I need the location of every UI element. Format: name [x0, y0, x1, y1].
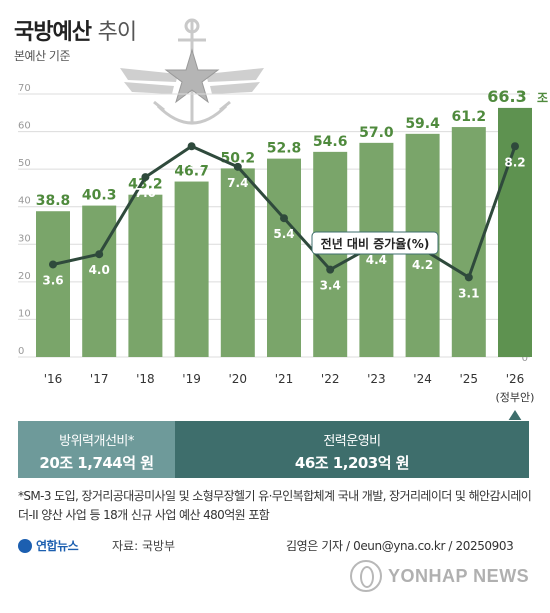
- y-tick-label: 50: [18, 158, 31, 169]
- growth-rate-point: [49, 260, 57, 269]
- growth-rate-point: [95, 250, 104, 259]
- growth-rate-label: 3.1: [458, 286, 479, 300]
- growth-rate-label: 3.4: [320, 279, 341, 293]
- x-tick-note: (정부안): [496, 391, 535, 404]
- title-sub: 추이: [97, 20, 137, 45]
- line-legend-label: 전년 대비 증가율(%): [321, 236, 430, 251]
- growth-rate-point: [280, 214, 288, 223]
- capability-improvement-label: 방위력개선비*: [59, 434, 134, 449]
- growth-rate-label: 5.4: [273, 227, 294, 241]
- growth-rate-point: [141, 173, 150, 182]
- x-tick-label: '16: [44, 372, 63, 386]
- y-tick-label: 70: [18, 83, 31, 94]
- bar: [267, 158, 301, 357]
- growth-rate-point: [233, 162, 242, 171]
- source-text: 자료: 국방부: [112, 539, 176, 553]
- bar: [128, 194, 163, 357]
- bar: [36, 211, 70, 357]
- y-tick-label: 60: [18, 121, 31, 132]
- watermark-icon: [350, 560, 382, 592]
- x-tick-label: '20: [229, 372, 248, 386]
- footnote: *SM-3 도입, 장거리공대공미사일 및 소형무장헬기 유·무인복합체계 국내…: [18, 489, 532, 522]
- growth-rate-label: 7.4: [227, 176, 248, 190]
- x-tick-label: '21: [275, 372, 294, 386]
- budget-chart: 0102030405060700246838.840.343.246.750.2…: [18, 83, 550, 420]
- band-pointer: [508, 410, 522, 420]
- x-tick-label: '25: [460, 372, 479, 386]
- y-tick-label: 30: [18, 233, 31, 244]
- yonhap-logo-text: 연합뉴스: [36, 539, 79, 553]
- capability-improvement-value: 20조 1,744억 원: [39, 454, 154, 472]
- defense-emblem-icon: [120, 18, 264, 125]
- bar-value-label: 38.8: [36, 193, 71, 209]
- bar-unit-label: 조 원: [537, 91, 550, 105]
- bar: [82, 205, 117, 357]
- yonhap-logo-icon: [18, 538, 32, 553]
- growth-rate-point: [326, 265, 335, 274]
- y-tick-label: 10: [18, 308, 31, 319]
- bar-value-label: 66.3: [487, 87, 526, 106]
- x-tick-label: '23: [367, 372, 386, 386]
- x-tick-label: '22: [321, 372, 340, 386]
- growth-rate-label: 4.0: [89, 263, 110, 277]
- watermark-text: YONHAP NEWS: [388, 565, 530, 586]
- growth-rate-label: 7.0: [135, 186, 156, 200]
- x-tick-label: '18: [136, 372, 155, 386]
- bar-value-label: 54.6: [313, 134, 348, 150]
- growth-rate-label: 4.2: [412, 258, 433, 272]
- bar-value-label: 46.7: [174, 164, 209, 180]
- x-tick-label: '26: [506, 372, 525, 386]
- x-tick-label: '24: [413, 372, 432, 386]
- bar: [174, 181, 209, 357]
- watermark: YONHAP NEWS: [350, 560, 529, 592]
- growth-rate-point: [464, 273, 473, 282]
- yonhap-logo: 연합뉴스: [18, 537, 79, 554]
- growth-rate-label: 4.4: [366, 253, 387, 267]
- y-tick-label: 0: [18, 346, 24, 357]
- growth-rate-point: [511, 142, 519, 151]
- bar-value-label: 57.0: [359, 125, 394, 141]
- bar: [220, 168, 255, 357]
- capability-improvement-band: 방위력개선비* 20조 1,744억 원: [18, 421, 175, 478]
- x-tick-label: '17: [90, 372, 109, 386]
- bar-value-label: 40.3: [82, 188, 117, 204]
- y-right-tick-label: 0: [522, 353, 528, 364]
- line-legend-box: [311, 231, 439, 255]
- growth-rate-label: 8.2: [181, 155, 202, 169]
- force-operation-band: 전력운영비 46조 1,203억 원: [175, 421, 529, 478]
- growth-rate-label: 3.6: [42, 273, 63, 287]
- y-tick-label: 40: [18, 196, 31, 207]
- growth-rate-label: 8.2: [504, 155, 525, 169]
- force-operation-value: 46조 1,203억 원: [294, 454, 410, 472]
- growth-rate-point: [187, 142, 196, 151]
- bar-value-label: 52.8: [267, 141, 302, 157]
- title-main: 국방예산: [14, 20, 92, 45]
- page-title: 국방예산 추이: [14, 14, 137, 46]
- bar-value-label: 59.4: [405, 116, 440, 132]
- x-tick-label: '19: [182, 372, 201, 386]
- credit-text: 김영은 기자 / 0eun@yna.co.kr / 20250903: [286, 539, 514, 553]
- y-tick-label: 20: [18, 271, 31, 282]
- basis-note: 본예산 기준: [14, 49, 71, 63]
- bar-value-label: 61.2: [452, 109, 487, 125]
- force-operation-label: 전력운영비: [323, 434, 381, 449]
